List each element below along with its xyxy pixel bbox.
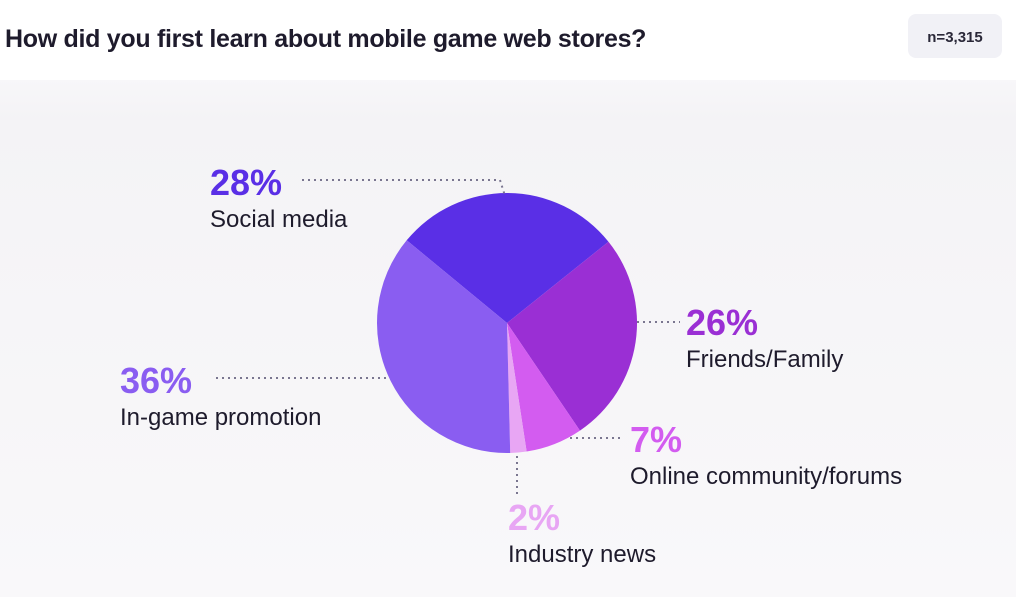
pie-slice — [406, 193, 609, 323]
category-label: In-game promotion — [120, 404, 321, 431]
pie-slice — [507, 323, 527, 453]
category-label: Social media — [210, 206, 348, 233]
pie-slice — [507, 323, 580, 452]
data-label: 2% — [508, 497, 560, 538]
category-label: Industry news — [508, 541, 656, 568]
sample-size: n=3,315 — [927, 29, 982, 46]
pie-slice — [377, 240, 511, 453]
data-label: 26% — [686, 302, 758, 343]
category-label: Friends/Family — [686, 346, 843, 373]
data-label: 28% — [210, 162, 282, 203]
header-background — [0, 0, 1016, 80]
data-label: 36% — [120, 360, 192, 401]
leader-line — [302, 179, 506, 197]
note-badge — [908, 14, 1002, 58]
pie-slice — [507, 241, 637, 431]
data-label: 7% — [630, 419, 682, 460]
chart-title: How did you first learn about mobile gam… — [5, 25, 646, 53]
category-label: Online community/forums — [630, 463, 902, 490]
